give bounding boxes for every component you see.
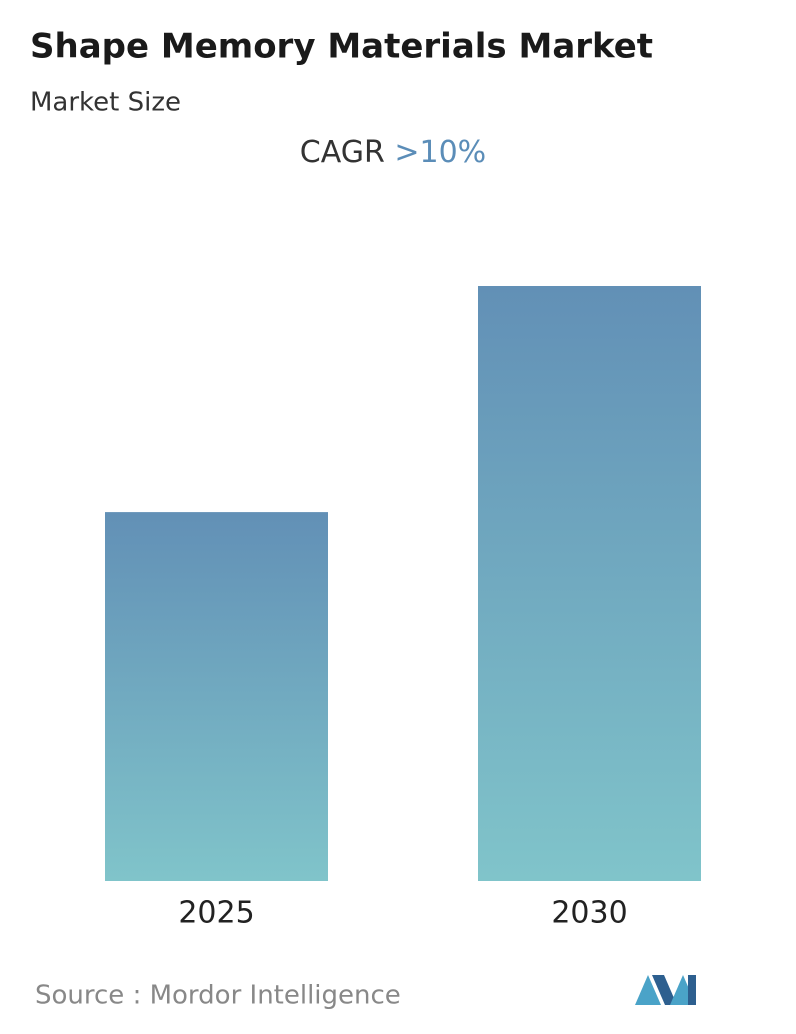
source: Source : Mordor Intelligence bbox=[35, 981, 401, 1011]
chart-subtitle: Market Size bbox=[30, 88, 181, 118]
chart-title: Shape Memory Materials Market bbox=[30, 27, 653, 67]
cagr-value: >10% bbox=[394, 135, 486, 170]
bar bbox=[478, 286, 701, 881]
x-tick-label: 2030 bbox=[551, 896, 627, 931]
cagr-label: CAGR bbox=[300, 135, 385, 170]
x-tick-label: 2025 bbox=[178, 896, 254, 931]
logo bbox=[635, 975, 696, 1005]
bar bbox=[105, 512, 328, 881]
cagr: CAGR >10% bbox=[300, 135, 486, 170]
